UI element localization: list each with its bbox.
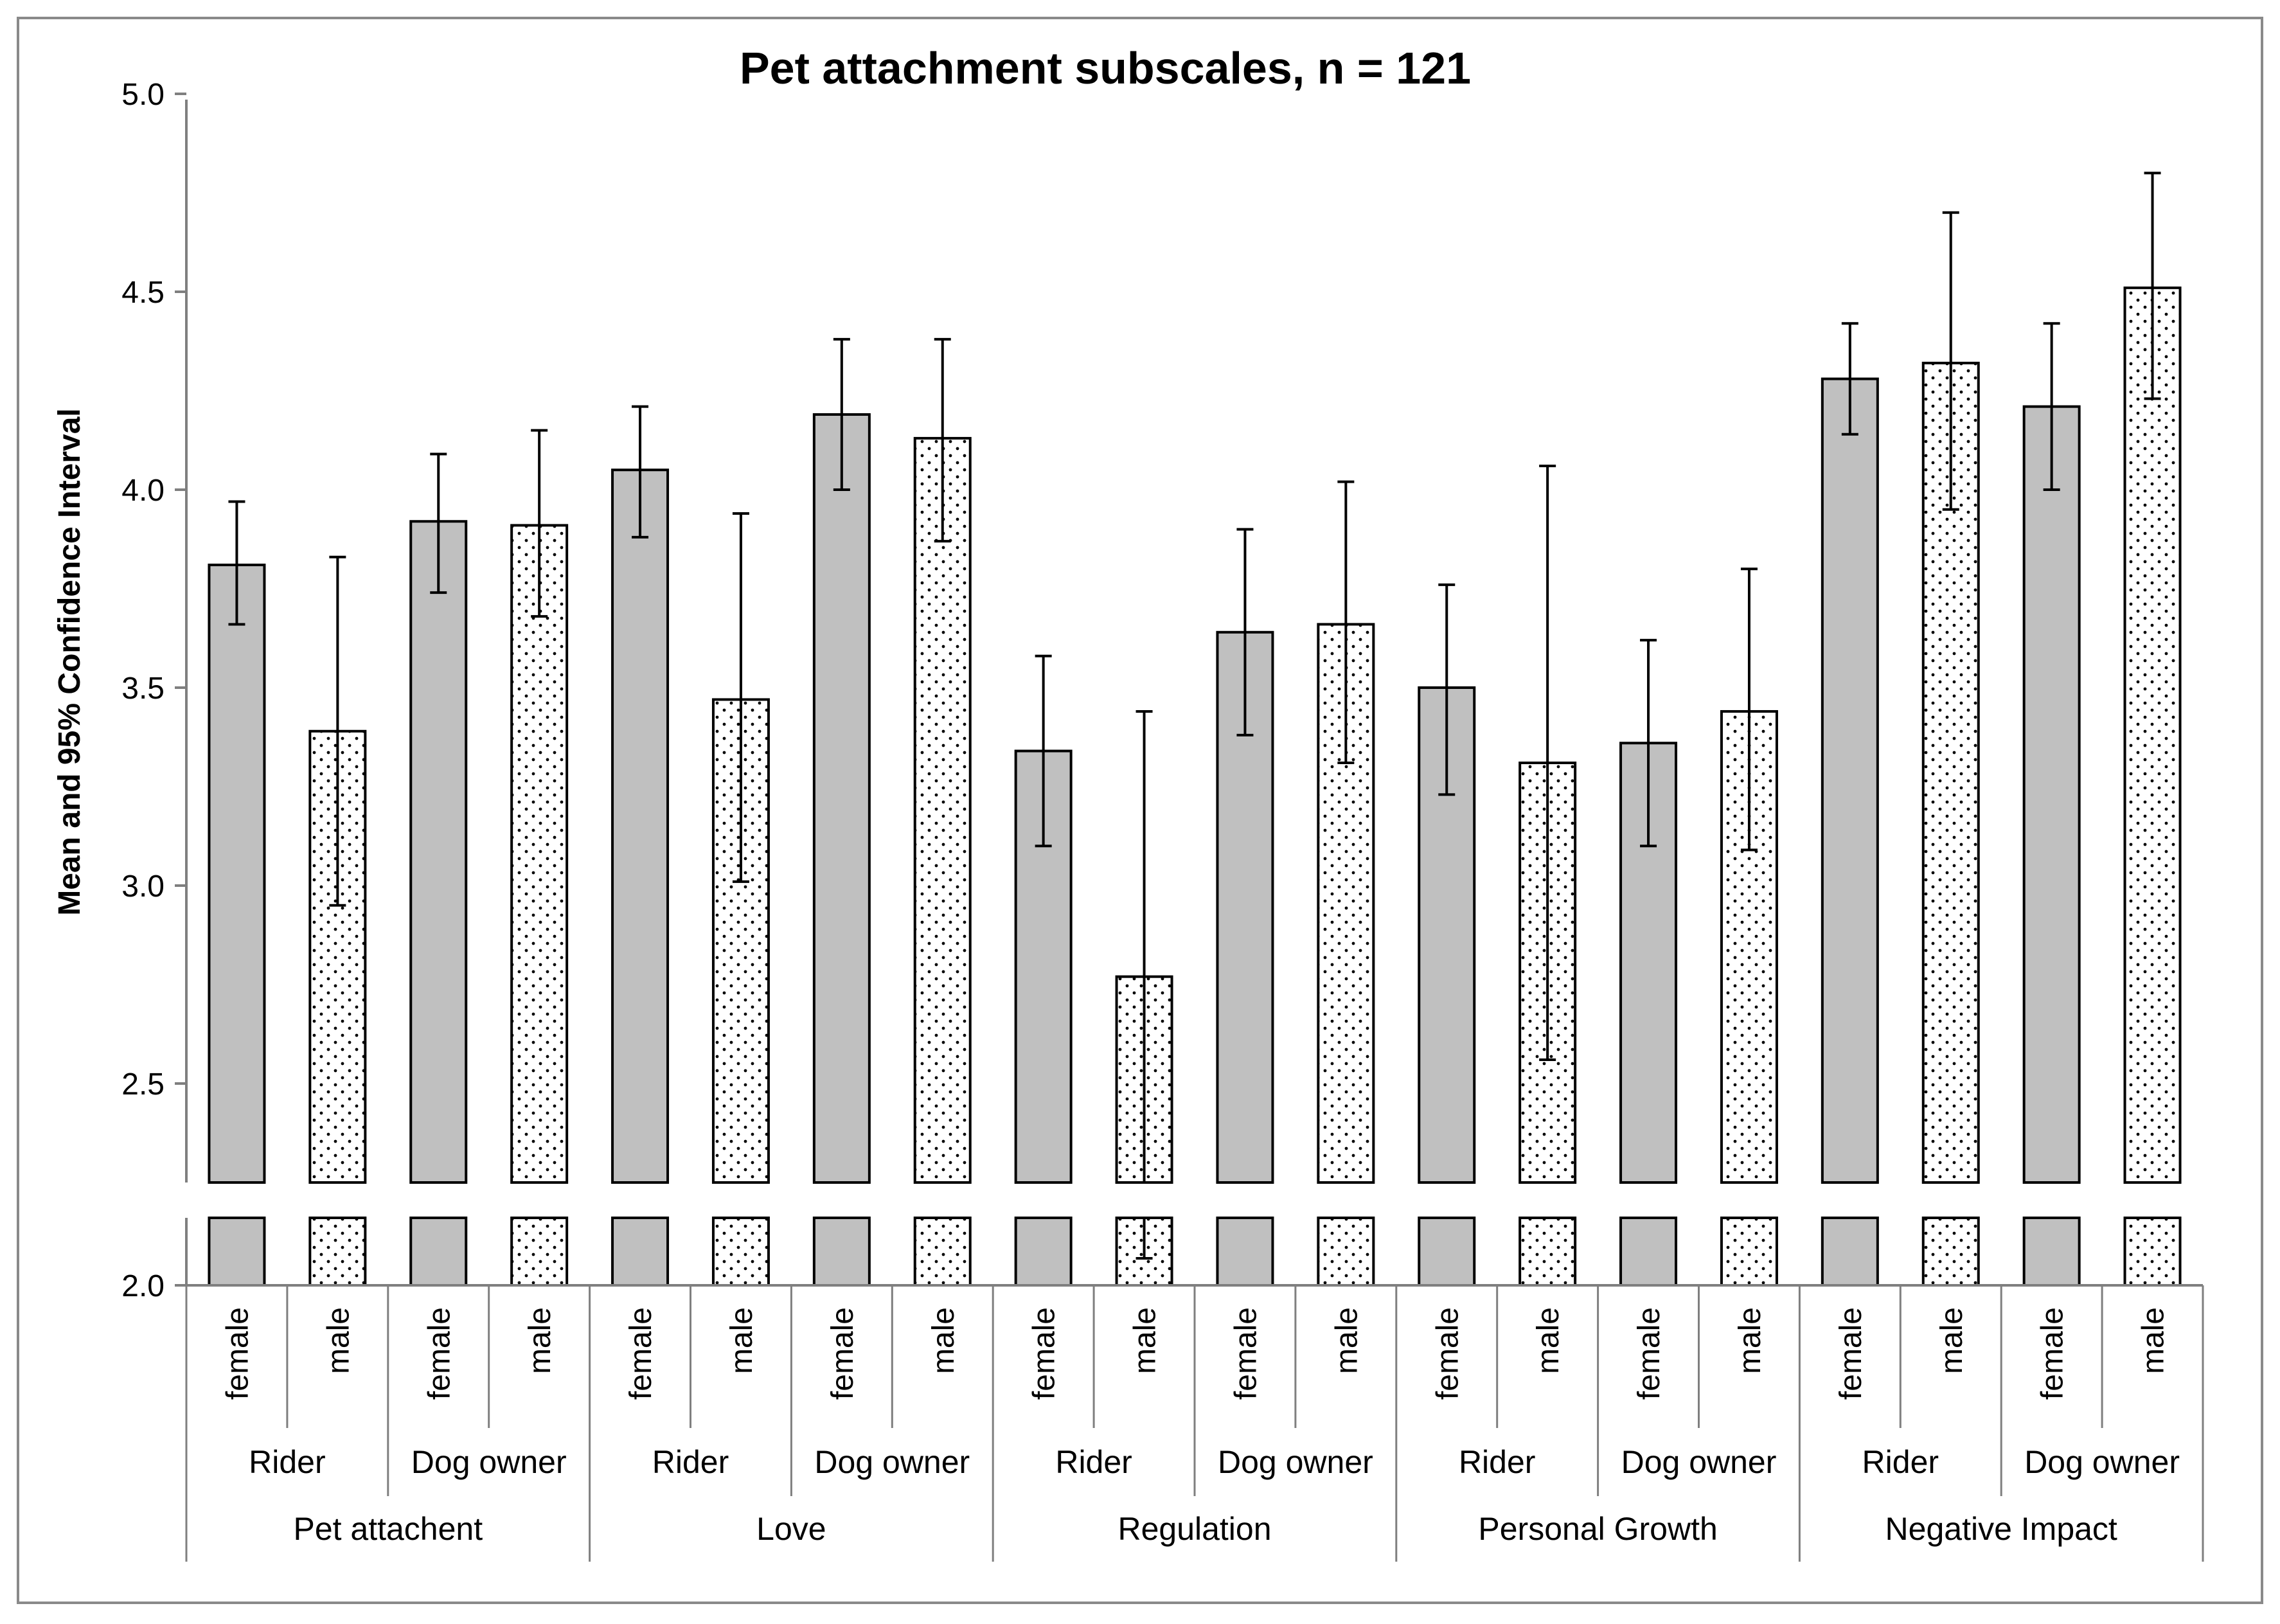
gender-label: male xyxy=(1128,1307,1162,1374)
y-tick-label: 4.0 xyxy=(121,474,165,508)
subgroup-label: Dog owner xyxy=(411,1444,567,1480)
bar-stub-pet-attachent-dog-owner-male xyxy=(510,1217,569,1287)
group-label: Love xyxy=(756,1511,826,1547)
y-tick-label: 2.5 xyxy=(121,1067,165,1102)
gender-label: male xyxy=(523,1307,557,1374)
gender-label: male xyxy=(1531,1307,1565,1374)
group-label: Regulation xyxy=(1118,1511,1271,1547)
gender-label: female xyxy=(826,1307,860,1400)
bar-pet-attachent-dog-owner-female xyxy=(409,520,468,1184)
category-labels-layer: female male female male female male female male… xyxy=(220,1307,2180,1547)
bar-pet-attachent-dog-owner-male xyxy=(510,524,569,1184)
bar-stub-personal-growth-rider-male xyxy=(1519,1217,1577,1287)
group-label: Pet attachent xyxy=(293,1511,483,1547)
bar-stub-regulation-dog-owner-male xyxy=(1317,1217,1375,1287)
bar-negative-impact-rider-female xyxy=(1821,377,1879,1184)
group-label: Negative Impact xyxy=(1885,1511,2117,1547)
subgroup-label: Rider xyxy=(249,1444,325,1480)
gender-label: female xyxy=(624,1307,658,1400)
bar-stub-regulation-dog-owner-female xyxy=(1216,1217,1274,1287)
bar-stub-pet-attachent-rider-female xyxy=(208,1217,266,1287)
y-tick-label: 4.5 xyxy=(121,276,165,310)
bar-stub-love-rider-female xyxy=(611,1217,670,1287)
subgroup-label: Rider xyxy=(652,1444,729,1480)
y-tick-label: 3.0 xyxy=(121,870,165,904)
bar-stub-love-rider-male xyxy=(711,1217,770,1287)
bar-stub-negative-impact-dog-owner-female xyxy=(2022,1217,2081,1287)
bar-personal-growth-rider-female xyxy=(1418,686,1476,1184)
subgroup-label: Dog owner xyxy=(814,1444,970,1480)
subgroup-label: Rider xyxy=(1862,1444,1939,1480)
subgroup-label: Dog owner xyxy=(2024,1444,2180,1480)
group-label: Personal Growth xyxy=(1478,1511,1717,1547)
gender-label: male xyxy=(321,1307,355,1374)
gender-label: male xyxy=(927,1307,961,1374)
gender-label: female xyxy=(1430,1307,1465,1400)
gender-label: male xyxy=(1330,1307,1364,1374)
gender-label: male xyxy=(2137,1307,2171,1374)
bar-stub-pet-attachent-rider-male xyxy=(308,1217,367,1287)
bar-stub-personal-growth-dog-owner-male xyxy=(1720,1217,1778,1287)
bars-layer xyxy=(174,172,2229,1287)
subgroup-label: Dog owner xyxy=(1621,1444,1777,1480)
bar-stub-negative-impact-rider-male xyxy=(1921,1217,1980,1287)
gender-label: male xyxy=(1733,1307,1767,1374)
gender-label: female xyxy=(2036,1307,2070,1400)
gender-label: female xyxy=(422,1307,456,1400)
bar-stub-regulation-rider-female xyxy=(1014,1217,1073,1287)
subgroup-label: Rider xyxy=(1055,1444,1132,1480)
gender-label: female xyxy=(220,1307,254,1400)
bar-stub-personal-growth-rider-female xyxy=(1418,1217,1476,1287)
chart-title: Pet attachment subscales, n = 121 xyxy=(740,43,1471,93)
gender-label: male xyxy=(725,1307,759,1374)
y-tick-label: 5.0 xyxy=(121,78,165,112)
axes-layer: 2.0 2.5 3.0 3.5 4.0 4.5 5.0 xyxy=(121,78,2204,1562)
bar-stub-negative-impact-dog-owner-male xyxy=(2123,1217,2182,1287)
subgroup-label: Rider xyxy=(1459,1444,1535,1480)
bar-stub-personal-growth-dog-owner-female xyxy=(1619,1217,1678,1287)
bar-negative-impact-dog-owner-male xyxy=(2123,286,2182,1184)
bar-negative-impact-dog-owner-female xyxy=(2022,405,2081,1184)
gender-label: female xyxy=(1632,1307,1666,1400)
bar-love-rider-female xyxy=(611,468,670,1184)
bar-stub-pet-attachent-dog-owner-female xyxy=(409,1217,468,1287)
y-axis-label: Mean and 95% Confidence Interval xyxy=(53,408,87,916)
bar-stub-love-dog-owner-male xyxy=(913,1217,972,1287)
y-tick-label: 3.5 xyxy=(121,672,165,706)
bar-pet-attachent-rider-male xyxy=(308,729,367,1184)
gender-label: female xyxy=(1834,1307,1868,1400)
gender-label: female xyxy=(1028,1307,1062,1400)
subgroup-label: Dog owner xyxy=(1218,1444,1373,1480)
bar-love-dog-owner-female xyxy=(812,413,871,1184)
chart-border xyxy=(17,17,2263,1604)
axis-break-gap xyxy=(174,1184,2229,1217)
gender-label: male xyxy=(1935,1307,1969,1374)
bar-pet-attachent-rider-female xyxy=(208,564,266,1184)
bar-stub-negative-impact-rider-female xyxy=(1821,1217,1879,1287)
y-tick-label: 2.0 xyxy=(121,1269,165,1303)
bar-love-dog-owner-male xyxy=(913,436,972,1184)
bar-stub-love-dog-owner-female xyxy=(812,1217,871,1287)
gender-label: female xyxy=(1229,1307,1263,1400)
